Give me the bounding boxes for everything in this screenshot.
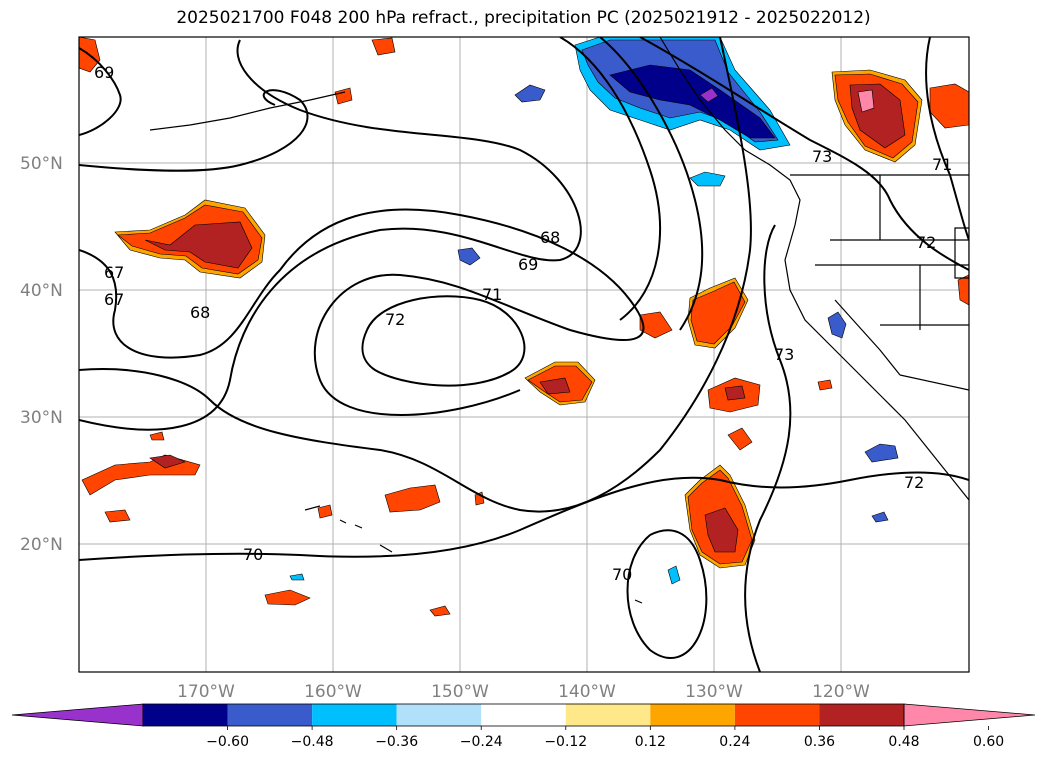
colorbar: −0.60 −0.48 −0.36 −0.24 −0.12 0.12 0.24 0.36 0.4… [11, 703, 1036, 750]
lat-label: 50°N [20, 154, 63, 174]
contour-label: 69 [518, 255, 538, 274]
colorbar-segment [227, 704, 313, 726]
lon-label: 160°W [304, 682, 362, 702]
colorbar-segment [396, 704, 482, 726]
colorbar-tick-label: −0.12 [544, 734, 587, 750]
contour-label: 72 [904, 473, 924, 492]
contour-label: 71 [482, 285, 502, 304]
lon-label: 170°W [177, 682, 235, 702]
contour-labels: 69 67 67 68 68 69 71 72 73 73 71 72 72 7… [94, 63, 952, 584]
contour-label: 72 [916, 233, 936, 252]
contour-label: 73 [812, 147, 832, 166]
colorbar-outline [142, 703, 905, 727]
colorbar-segment [734, 704, 820, 726]
contour-label: 71 [932, 155, 952, 174]
contour-label: 68 [190, 303, 210, 322]
colorbar-tick-label: 0.60 [973, 734, 1004, 750]
colorbar-tick-label: −0.60 [206, 734, 249, 750]
lon-label: 150°W [431, 682, 489, 702]
lon-label: 120°W [812, 682, 870, 702]
lon-label: 130°W [685, 682, 743, 702]
colorbar-segment [481, 704, 566, 726]
colorbar-tick-label: 0.48 [888, 734, 919, 750]
colorbar-segment [650, 704, 735, 726]
colorbar-tick-label: 0.12 [635, 734, 666, 750]
colorbar-extend-low [11, 703, 144, 727]
contour-label: 72 [385, 310, 405, 329]
colorbar-extend-high [903, 703, 1036, 727]
colorbar-segment [565, 704, 651, 726]
contour-label: 70 [243, 545, 263, 564]
map-title: 2025021700 F048 200 hPa refract., precip… [176, 8, 871, 28]
map-border [78, 36, 970, 673]
contour-label: 69 [94, 63, 114, 82]
lat-label: 40°N [20, 281, 63, 301]
colorbar-segment [143, 704, 228, 726]
longitude-labels: 170°W 160°W 150°W 140°W 130°W 120°W [177, 682, 870, 702]
positive-precipitation-areas [79, 37, 969, 617]
coastlines [149, 37, 969, 604]
contour-label: 70 [612, 565, 632, 584]
colorbar-segment [819, 704, 904, 726]
contour-label: 68 [540, 228, 560, 247]
refractivity-contours [79, 37, 969, 672]
contour-label: 67 [104, 290, 124, 309]
colorbar-tick-label: 0.36 [804, 734, 835, 750]
colorbar-tick-label: −0.24 [460, 734, 503, 750]
contour-label: 67 [104, 263, 124, 282]
colorbar-tick-label: −0.48 [291, 734, 334, 750]
contour-label: 73 [774, 345, 794, 364]
colorbar-tick-label: 0.24 [719, 734, 750, 750]
colorbar-segment [312, 704, 397, 726]
lat-label: 30°N [20, 408, 63, 428]
latitude-labels: 50°N 40°N 30°N 20°N [20, 154, 63, 555]
colorbar-tick-label: −0.36 [375, 734, 418, 750]
graticule [79, 37, 969, 672]
lat-label: 20°N [20, 535, 63, 555]
lon-label: 140°W [558, 682, 616, 702]
